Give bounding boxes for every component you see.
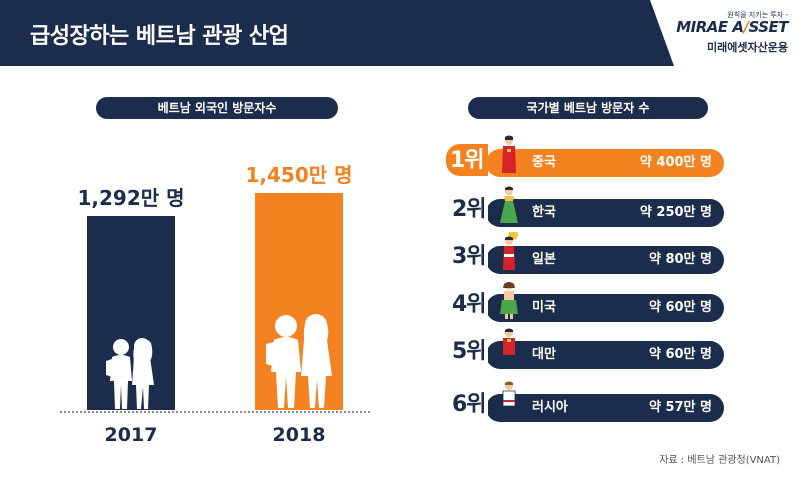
rank-value: 약 80만 명 xyxy=(648,252,712,267)
rank-country: 일본 xyxy=(532,252,556,267)
rank-country: 러시아 xyxy=(532,400,568,415)
rank-value: 약 400만 명 xyxy=(639,155,712,170)
value-label-2017: 1,292만 명 xyxy=(77,186,185,211)
traditional-costume-icon xyxy=(500,186,518,223)
rank-row-2: 2위 한국 약 250만 명 xyxy=(450,186,724,227)
rank-value: 약 60만 명 xyxy=(648,347,712,362)
rank-row-1: 1위 중국 약 400만 명 xyxy=(446,135,724,177)
rank-bar xyxy=(486,394,724,422)
rank-row-3: 3위 일본 약 80만 명 xyxy=(450,232,724,274)
left-panel-title: 베트남 외국인 방문자수 xyxy=(96,97,338,119)
page-title: 급성장하는 베트남 관광 산업 xyxy=(30,24,289,49)
rank-bar xyxy=(486,199,724,227)
rank-bar xyxy=(486,341,724,369)
rank-badge: 2위 xyxy=(450,193,488,227)
traditional-costume-icon xyxy=(503,328,515,365)
logo-text-b: SSET xyxy=(748,18,788,36)
rank-badge: 5위 xyxy=(450,335,488,369)
rank-bar xyxy=(486,294,724,322)
logo-subtitle: 미래에셋자산운용 xyxy=(707,41,788,54)
rank-country: 대만 xyxy=(532,347,556,362)
rank-value: 약 60만 명 xyxy=(648,300,712,315)
value-label-2018: 1,450만 명 xyxy=(245,162,353,187)
rank-row-4: 4위 미국 약 60만 명 xyxy=(450,282,724,322)
rank-row-5: 5위 대만 약 60만 명 xyxy=(450,328,724,369)
source-note: 자료 : 베트남 관광청(VNAT) xyxy=(659,455,780,466)
rank-badge: 1위 xyxy=(446,144,488,176)
rank-value: 약 250만 명 xyxy=(639,205,712,220)
traditional-costume-icon xyxy=(502,135,516,173)
person-silhouette-icon xyxy=(266,314,332,408)
rank-country: 한국 xyxy=(532,205,556,220)
rank-badge: 3위 xyxy=(450,240,488,274)
rank-country: 중국 xyxy=(532,155,556,170)
rank-country: 미국 xyxy=(532,300,556,315)
rank-badge: 6위 xyxy=(450,388,488,422)
rank-row-6: 6위 러시아 약 57만 명 xyxy=(450,381,724,422)
traditional-costume-icon xyxy=(503,232,518,270)
rank-bar xyxy=(486,149,724,177)
right-panel-title: 국가별 베트남 방문자 수 xyxy=(468,97,708,119)
rank-value: 약 57만 명 xyxy=(648,400,712,415)
logo-tagline: 원칙을 지키는 투자 - xyxy=(727,11,788,19)
traditional-costume-icon xyxy=(502,381,516,418)
rank-badge: 4위 xyxy=(450,288,488,322)
logo-area xyxy=(650,0,800,66)
chart-baseline xyxy=(60,411,370,413)
traditional-costume-icon xyxy=(500,282,518,319)
logo-text-a: MIRAE A xyxy=(676,18,744,36)
x-label-2017: 2017 xyxy=(104,424,158,446)
logo: MIRAE A/SSET xyxy=(660,18,788,36)
person-silhouette-icon xyxy=(106,338,154,409)
logo-slash: / xyxy=(743,18,749,36)
rank-bar xyxy=(486,246,724,274)
x-label-2018: 2018 xyxy=(272,424,326,446)
